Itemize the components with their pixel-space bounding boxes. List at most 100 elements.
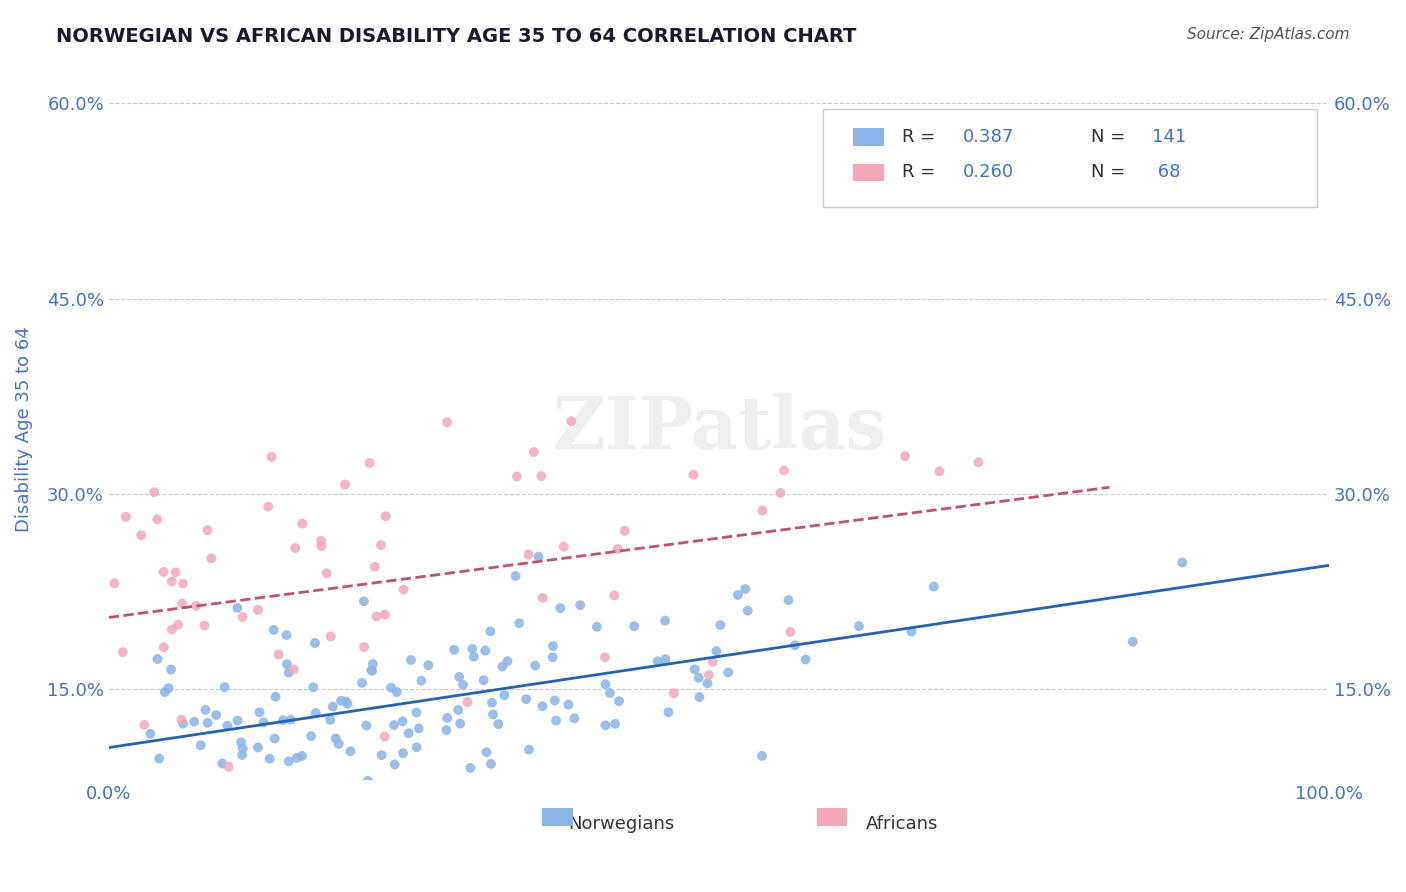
Point [436, 415, 458, 429]
Point [333, 477, 356, 491]
Point [517, 742, 540, 756]
Point [391, 714, 413, 729]
Point [603, 589, 626, 603]
Point [515, 692, 537, 706]
Point [153, 685, 176, 699]
Point [374, 509, 396, 524]
Point [197, 715, 219, 730]
Point [531, 591, 554, 605]
Point [284, 541, 307, 555]
Point [266, 796, 288, 810]
Point [186, 599, 208, 613]
Point [527, 549, 550, 564]
FancyBboxPatch shape [543, 808, 572, 826]
Point [131, 799, 153, 814]
Point [356, 718, 378, 732]
Point [778, 593, 800, 607]
Point [405, 740, 427, 755]
Point [392, 582, 415, 597]
Point [361, 664, 384, 678]
Point [613, 524, 636, 538]
Point [267, 648, 290, 662]
Point [259, 752, 281, 766]
Point [229, 735, 252, 749]
Point [160, 623, 183, 637]
Point [146, 652, 169, 666]
Point [482, 707, 505, 722]
Point [165, 566, 187, 580]
Point [447, 703, 470, 717]
Point [271, 713, 294, 727]
Point [436, 711, 458, 725]
Point [486, 717, 509, 731]
Point [494, 688, 516, 702]
Point [595, 677, 617, 691]
Text: NORWEGIAN VS AFRICAN DISABILITY AGE 35 TO 64 CORRELATION CHART: NORWEGIAN VS AFRICAN DISABILITY AGE 35 T… [56, 27, 856, 45]
Point [374, 607, 396, 622]
Point [322, 699, 344, 714]
Point [848, 619, 870, 633]
Point [449, 670, 471, 684]
Point [479, 756, 502, 771]
Point [654, 652, 676, 666]
Point [364, 559, 387, 574]
Point [472, 673, 495, 688]
Point [894, 449, 917, 463]
Point [160, 574, 183, 589]
Point [392, 747, 415, 761]
Point [541, 650, 564, 665]
Point [231, 747, 253, 762]
Point [436, 723, 458, 737]
Point [146, 512, 169, 526]
Point [541, 639, 564, 653]
Point [183, 714, 205, 729]
Point [111, 645, 134, 659]
Point [200, 551, 222, 566]
Point [779, 624, 801, 639]
Point [226, 601, 249, 615]
Point [607, 694, 630, 708]
Point [928, 464, 950, 478]
Point [623, 619, 645, 633]
Point [595, 718, 617, 732]
Text: R =: R = [903, 128, 941, 146]
Point [496, 654, 519, 668]
Point [115, 509, 138, 524]
Point [461, 641, 484, 656]
Point [263, 731, 285, 746]
Point [232, 610, 254, 624]
Point [311, 539, 333, 553]
Point [569, 598, 592, 612]
Point [152, 565, 174, 579]
Point [139, 726, 162, 740]
Point [217, 719, 239, 733]
Point [654, 614, 676, 628]
Point [353, 594, 375, 608]
Point [205, 708, 228, 723]
Point [309, 533, 332, 548]
Point [524, 658, 547, 673]
Point [218, 760, 240, 774]
Point [167, 617, 190, 632]
Point [305, 706, 328, 720]
Point [696, 676, 718, 690]
Point [328, 737, 350, 751]
Point [291, 748, 314, 763]
Point [564, 711, 586, 725]
FancyBboxPatch shape [853, 128, 883, 146]
Point [193, 618, 215, 632]
Point [315, 566, 337, 581]
Point [460, 761, 482, 775]
Text: 141: 141 [1152, 128, 1187, 146]
Text: 68: 68 [1152, 163, 1181, 181]
Point [491, 659, 513, 673]
Point [374, 730, 396, 744]
Point [773, 464, 796, 478]
Point [1171, 556, 1194, 570]
Point [654, 782, 676, 797]
Point [683, 662, 706, 676]
Point [751, 748, 773, 763]
Point [727, 588, 749, 602]
Point [247, 603, 270, 617]
Text: 0.260: 0.260 [963, 163, 1014, 181]
